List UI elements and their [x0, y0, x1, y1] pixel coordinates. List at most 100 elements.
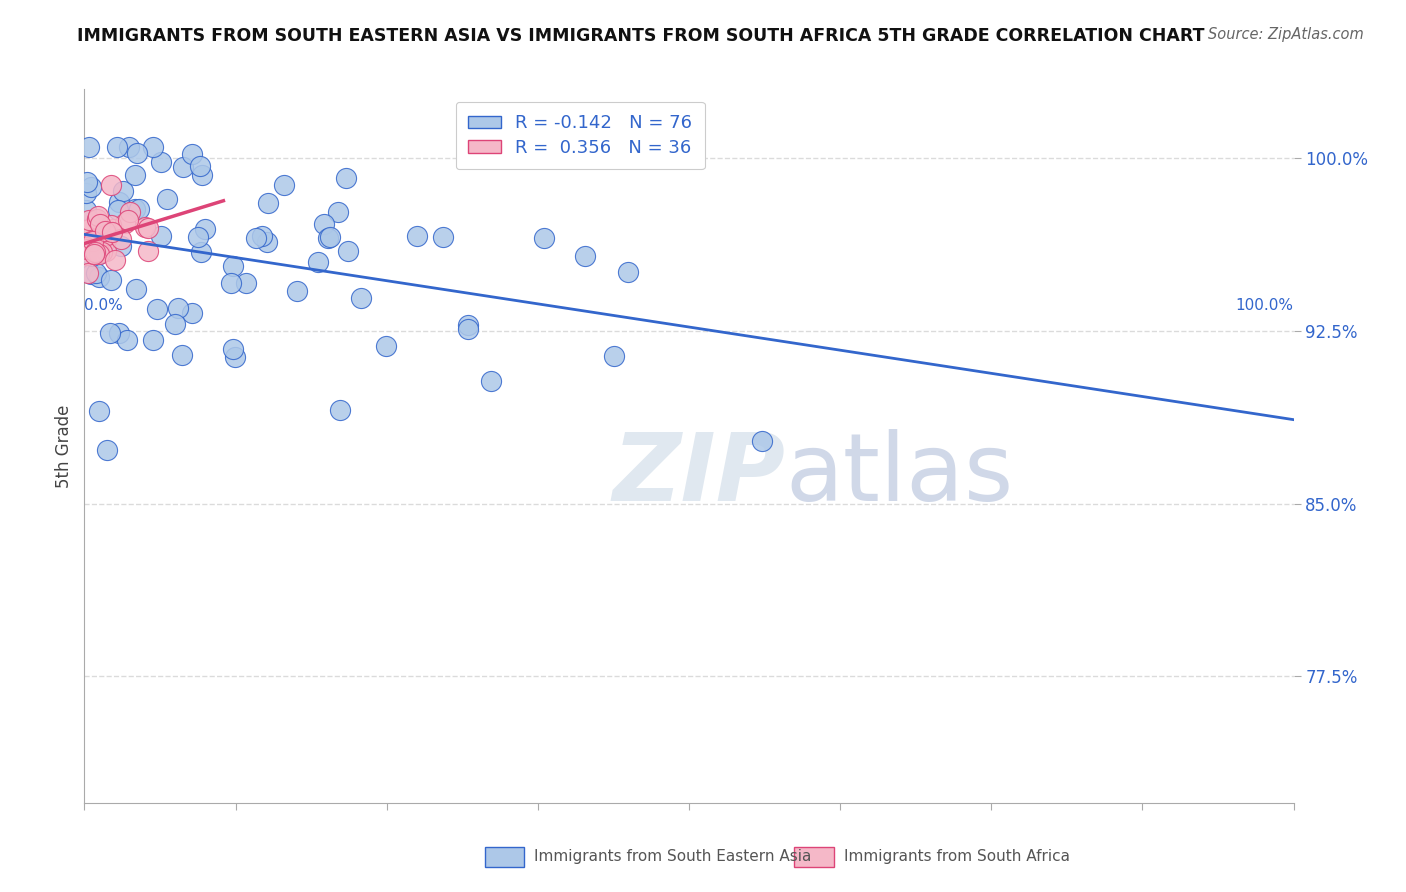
Point — [100, 273, 122, 287]
Text: 100.0%: 100.0% — [1236, 298, 1294, 312]
Point — [96, 443, 118, 458]
Point — [115, 333, 138, 347]
Point — [319, 230, 342, 244]
Point — [337, 244, 360, 259]
Point — [167, 301, 190, 316]
Point — [76, 242, 98, 256]
Point — [87, 232, 110, 246]
Point — [124, 169, 146, 183]
Point — [110, 232, 132, 246]
Point — [432, 230, 454, 244]
Point — [118, 140, 141, 154]
Point — [75, 248, 97, 262]
Point — [149, 228, 172, 243]
Point — [118, 205, 141, 219]
Text: Source: ZipAtlas.com: Source: ZipAtlas.com — [1208, 27, 1364, 42]
Point — [104, 252, 127, 267]
Point — [79, 236, 101, 251]
Point — [224, 350, 246, 364]
Point — [190, 168, 212, 182]
Point — [75, 240, 97, 254]
Point — [77, 221, 100, 235]
Point — [250, 229, 273, 244]
Point — [188, 159, 211, 173]
Point — [84, 238, 107, 252]
Point — [221, 260, 243, 274]
Point — [142, 333, 165, 347]
Point — [190, 245, 212, 260]
Text: IMMIGRANTS FROM SOUTH EASTERN ASIA VS IMMIGRANTS FROM SOUTH AFRICA 5TH GRADE COR: IMMIGRANTS FROM SOUTH EASTERN ASIA VS IM… — [77, 27, 1205, 45]
Point — [87, 210, 110, 224]
Point — [110, 239, 132, 253]
Point — [86, 212, 108, 227]
Point — [114, 216, 136, 230]
Point — [84, 244, 107, 259]
Point — [405, 229, 427, 244]
Point — [751, 434, 773, 449]
Point — [107, 202, 129, 217]
Point — [84, 266, 107, 280]
Legend: R = -0.142   N = 76, R =  0.356   N = 36: R = -0.142 N = 76, R = 0.356 N = 36 — [456, 102, 704, 169]
Point — [146, 301, 169, 316]
Point — [124, 202, 146, 217]
Point — [350, 291, 373, 305]
Point — [90, 244, 112, 259]
Point — [98, 326, 121, 340]
Point — [107, 140, 129, 154]
Point — [83, 247, 105, 261]
Point — [77, 140, 100, 154]
Point — [101, 225, 124, 239]
Point — [273, 178, 295, 192]
Point — [89, 217, 111, 231]
Point — [136, 244, 159, 258]
Point — [94, 233, 117, 247]
Point — [80, 268, 103, 282]
Point — [142, 140, 165, 154]
Text: ZIP: ZIP — [613, 428, 786, 521]
Point — [79, 180, 101, 194]
Point — [533, 231, 555, 245]
Point — [307, 255, 329, 269]
Point — [602, 349, 624, 363]
Point — [312, 217, 335, 231]
Point — [87, 244, 110, 259]
Point — [219, 276, 242, 290]
Point — [235, 276, 257, 290]
Point — [617, 265, 640, 279]
Point — [87, 270, 110, 285]
Y-axis label: 5th Grade: 5th Grade — [55, 404, 73, 488]
Point — [165, 318, 187, 332]
Point — [80, 249, 103, 263]
Point — [89, 247, 111, 261]
Point — [457, 318, 479, 333]
Point — [457, 322, 479, 336]
Point — [479, 374, 502, 388]
Text: Immigrants from South Africa: Immigrants from South Africa — [844, 849, 1070, 863]
Point — [117, 212, 139, 227]
Point — [94, 244, 117, 258]
Point — [80, 239, 103, 253]
Point — [245, 231, 267, 245]
Point — [76, 175, 98, 189]
Point — [287, 285, 309, 299]
Point — [574, 249, 596, 263]
Point — [329, 403, 352, 417]
Point — [77, 266, 100, 280]
Point — [181, 306, 204, 320]
Point — [87, 403, 110, 417]
Point — [100, 219, 122, 233]
Point — [150, 154, 173, 169]
Point — [128, 202, 150, 216]
Point — [93, 224, 115, 238]
Point — [316, 231, 339, 245]
Point — [187, 230, 209, 244]
Point — [134, 219, 156, 234]
Point — [75, 235, 97, 250]
Point — [79, 213, 101, 227]
Point — [222, 342, 245, 356]
Point — [112, 184, 135, 198]
Point — [156, 192, 179, 206]
Point — [136, 221, 159, 235]
Text: 0.0%: 0.0% — [84, 298, 124, 312]
Point — [124, 282, 146, 296]
